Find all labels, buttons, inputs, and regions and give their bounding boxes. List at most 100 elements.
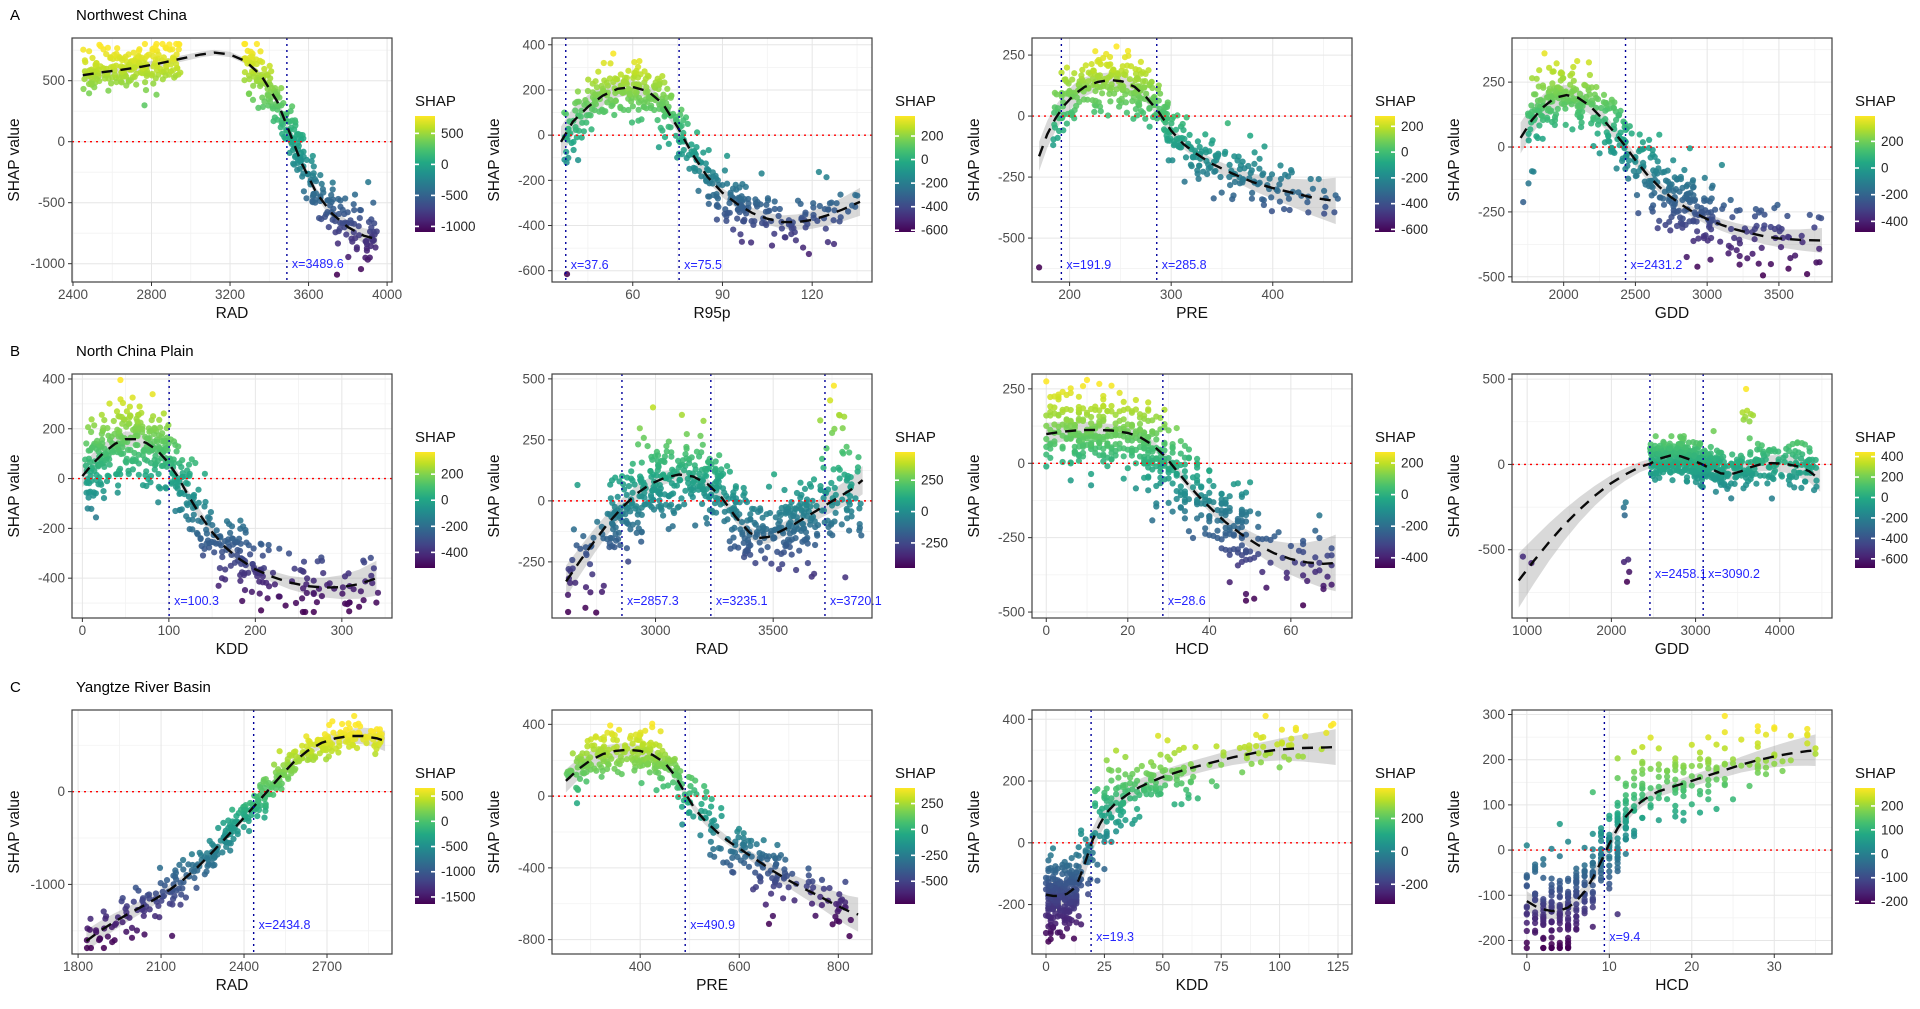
svg-text:3000: 3000 bbox=[1681, 623, 1711, 638]
row-title-a: A Northwest China bbox=[0, 0, 1920, 30]
svg-text:-500: -500 bbox=[1478, 542, 1505, 557]
svg-text:-500: -500 bbox=[441, 839, 468, 854]
svg-text:-400: -400 bbox=[1401, 196, 1428, 211]
svg-text:0: 0 bbox=[537, 128, 545, 143]
svg-text:200: 200 bbox=[1401, 119, 1424, 134]
svg-text:x=2431.2: x=2431.2 bbox=[1631, 258, 1683, 272]
svg-text:RAD: RAD bbox=[216, 305, 249, 322]
svg-text:120: 120 bbox=[801, 287, 824, 302]
chart-b2-rad: x=2857.3 x=3235.1 x=3720.1 3000 3500 500 250 0 -… bbox=[486, 371, 948, 658]
svg-text:400: 400 bbox=[1261, 287, 1284, 302]
svg-text:0: 0 bbox=[921, 152, 929, 167]
svg-text:250: 250 bbox=[522, 432, 545, 447]
svg-text:200: 200 bbox=[1881, 134, 1904, 149]
svg-text:-400: -400 bbox=[1401, 550, 1428, 565]
svg-text:SHAP: SHAP bbox=[1855, 429, 1896, 446]
svg-text:SHAP: SHAP bbox=[1375, 93, 1416, 110]
svg-text:0: 0 bbox=[537, 493, 545, 508]
row-north-china-plain: B North China Plain x=100.3 0 100 200 300 400… bbox=[0, 336, 1920, 672]
panel-b4-gdd: x=2458.1 x=3090.2 1000 2000 3000 4000 500 0 -500… bbox=[1440, 366, 1920, 672]
svg-text:0: 0 bbox=[1401, 487, 1409, 502]
svg-text:0: 0 bbox=[441, 493, 449, 508]
svg-text:20: 20 bbox=[1120, 623, 1135, 638]
svg-text:-200: -200 bbox=[518, 173, 545, 188]
svg-text:-500: -500 bbox=[38, 195, 65, 210]
svg-text:200: 200 bbox=[921, 129, 944, 144]
svg-text:-500: -500 bbox=[1478, 269, 1505, 284]
svg-text:0: 0 bbox=[441, 814, 449, 829]
chart-c1-rad: x=2434.8 1800 2100 2400 2700 0 -1000 RAD SHAP va… bbox=[6, 709, 476, 994]
svg-text:SHAP value: SHAP value bbox=[6, 790, 23, 873]
svg-text:300: 300 bbox=[1160, 287, 1183, 302]
svg-text:3500: 3500 bbox=[758, 623, 788, 638]
svg-text:200: 200 bbox=[1401, 456, 1424, 471]
svg-text:x=37.6: x=37.6 bbox=[571, 258, 609, 272]
panel-a3-pre: x=191.9 x=285.8 200 300 400 250 0 -250 -500 PRE SH… bbox=[960, 30, 1440, 336]
svg-text:200: 200 bbox=[42, 421, 65, 436]
svg-text:250: 250 bbox=[1002, 381, 1025, 396]
svg-text:SHAP: SHAP bbox=[1375, 429, 1416, 446]
svg-text:1800: 1800 bbox=[63, 959, 93, 974]
row-yangtze-river-basin: C Yangtze River Basin x=2434.8 1800 2100 24… bbox=[0, 672, 1920, 1008]
svg-text:SHAP: SHAP bbox=[415, 765, 456, 782]
panel-b2-rad: x=2857.3 x=3235.1 x=3720.1 3000 3500 500 250 0 -… bbox=[480, 366, 960, 672]
svg-text:200: 200 bbox=[441, 467, 464, 482]
svg-text:400: 400 bbox=[42, 371, 65, 386]
svg-text:400: 400 bbox=[522, 37, 545, 52]
svg-text:-400: -400 bbox=[38, 571, 65, 586]
svg-text:0: 0 bbox=[57, 784, 65, 799]
svg-text:PRE: PRE bbox=[1176, 305, 1208, 322]
svg-text:0: 0 bbox=[79, 623, 87, 638]
svg-text:SHAP value: SHAP value bbox=[6, 118, 23, 201]
row-region-yangtze-river-basin: Yangtze River Basin bbox=[76, 679, 211, 696]
svg-text:250: 250 bbox=[1002, 48, 1025, 63]
svg-text:0: 0 bbox=[1881, 490, 1889, 505]
svg-text:-400: -400 bbox=[1881, 531, 1908, 546]
svg-text:500: 500 bbox=[42, 73, 65, 88]
svg-text:SHAP: SHAP bbox=[415, 429, 456, 446]
svg-text:500: 500 bbox=[441, 126, 464, 141]
svg-text:0: 0 bbox=[1881, 161, 1889, 176]
svg-text:SHAP value: SHAP value bbox=[1446, 118, 1463, 201]
svg-text:-400: -400 bbox=[1881, 214, 1908, 229]
row-title-b: B North China Plain bbox=[0, 336, 1920, 366]
svg-text:SHAP value: SHAP value bbox=[966, 118, 983, 201]
svg-text:-400: -400 bbox=[518, 218, 545, 233]
svg-text:0: 0 bbox=[441, 157, 449, 172]
svg-text:x=28.6: x=28.6 bbox=[1168, 594, 1206, 608]
svg-text:0: 0 bbox=[1043, 623, 1051, 638]
svg-text:x=3090.2: x=3090.2 bbox=[1708, 567, 1760, 581]
svg-text:-200: -200 bbox=[1401, 170, 1428, 185]
svg-text:x=100.3: x=100.3 bbox=[174, 594, 219, 608]
svg-text:-400: -400 bbox=[441, 545, 468, 560]
svg-text:x=2434.8: x=2434.8 bbox=[259, 918, 311, 932]
svg-text:2400: 2400 bbox=[229, 959, 259, 974]
svg-text:2000: 2000 bbox=[1596, 623, 1626, 638]
svg-text:4000: 4000 bbox=[372, 287, 402, 302]
panel-c3-kdd: x=19.3 0 25 50 75 100 125 400 200 0 -200 KDD SHAP va… bbox=[960, 702, 1440, 1008]
svg-text:-1000: -1000 bbox=[441, 864, 476, 879]
svg-text:200: 200 bbox=[1881, 470, 1904, 485]
svg-text:-250: -250 bbox=[518, 554, 545, 569]
svg-text:x=75.5: x=75.5 bbox=[684, 258, 722, 272]
panel-c2-pre: x=490.9 400 600 800 400 0 -400 -800 PRE SHAP valu… bbox=[480, 702, 960, 1008]
svg-text:RAD: RAD bbox=[216, 977, 249, 994]
svg-text:250: 250 bbox=[1482, 75, 1505, 90]
panel-a4-gdd: x=2431.2 2000 2500 3000 3500 250 0 -250 -500 GDD S… bbox=[1440, 30, 1920, 336]
panel-c4-hcd: x=9.4 0 10 20 30 300 200 100 0 -100 -200 HCD SHAP va… bbox=[1440, 702, 1920, 1008]
panel-b3-hcd: x=28.6 0 20 40 60 250 0 -250 -500 HCD SHAP value SH… bbox=[960, 366, 1440, 672]
chart-a1-rad: x=3489.6 2400 2800 3200 3600 4000 500 0 -500 -100… bbox=[6, 37, 476, 322]
chart-a3-pre: x=191.9 x=285.8 200 300 400 250 0 -250 -500 PRE SH… bbox=[966, 37, 1428, 322]
svg-text:0: 0 bbox=[1497, 457, 1505, 472]
svg-text:RAD: RAD bbox=[696, 641, 729, 658]
chart-b3-hcd: x=28.6 0 20 40 60 250 0 -250 -500 HCD SHAP value SH… bbox=[966, 373, 1428, 658]
svg-text:-600: -600 bbox=[921, 223, 948, 238]
svg-text:x=285.8: x=285.8 bbox=[1162, 258, 1207, 272]
svg-text:400: 400 bbox=[1881, 449, 1904, 464]
row-b-panels: x=100.3 0 100 200 300 400 200 0 -200 -400 KDD SHAP … bbox=[0, 366, 1920, 672]
row-region-north-china-plain: North China Plain bbox=[76, 343, 194, 360]
